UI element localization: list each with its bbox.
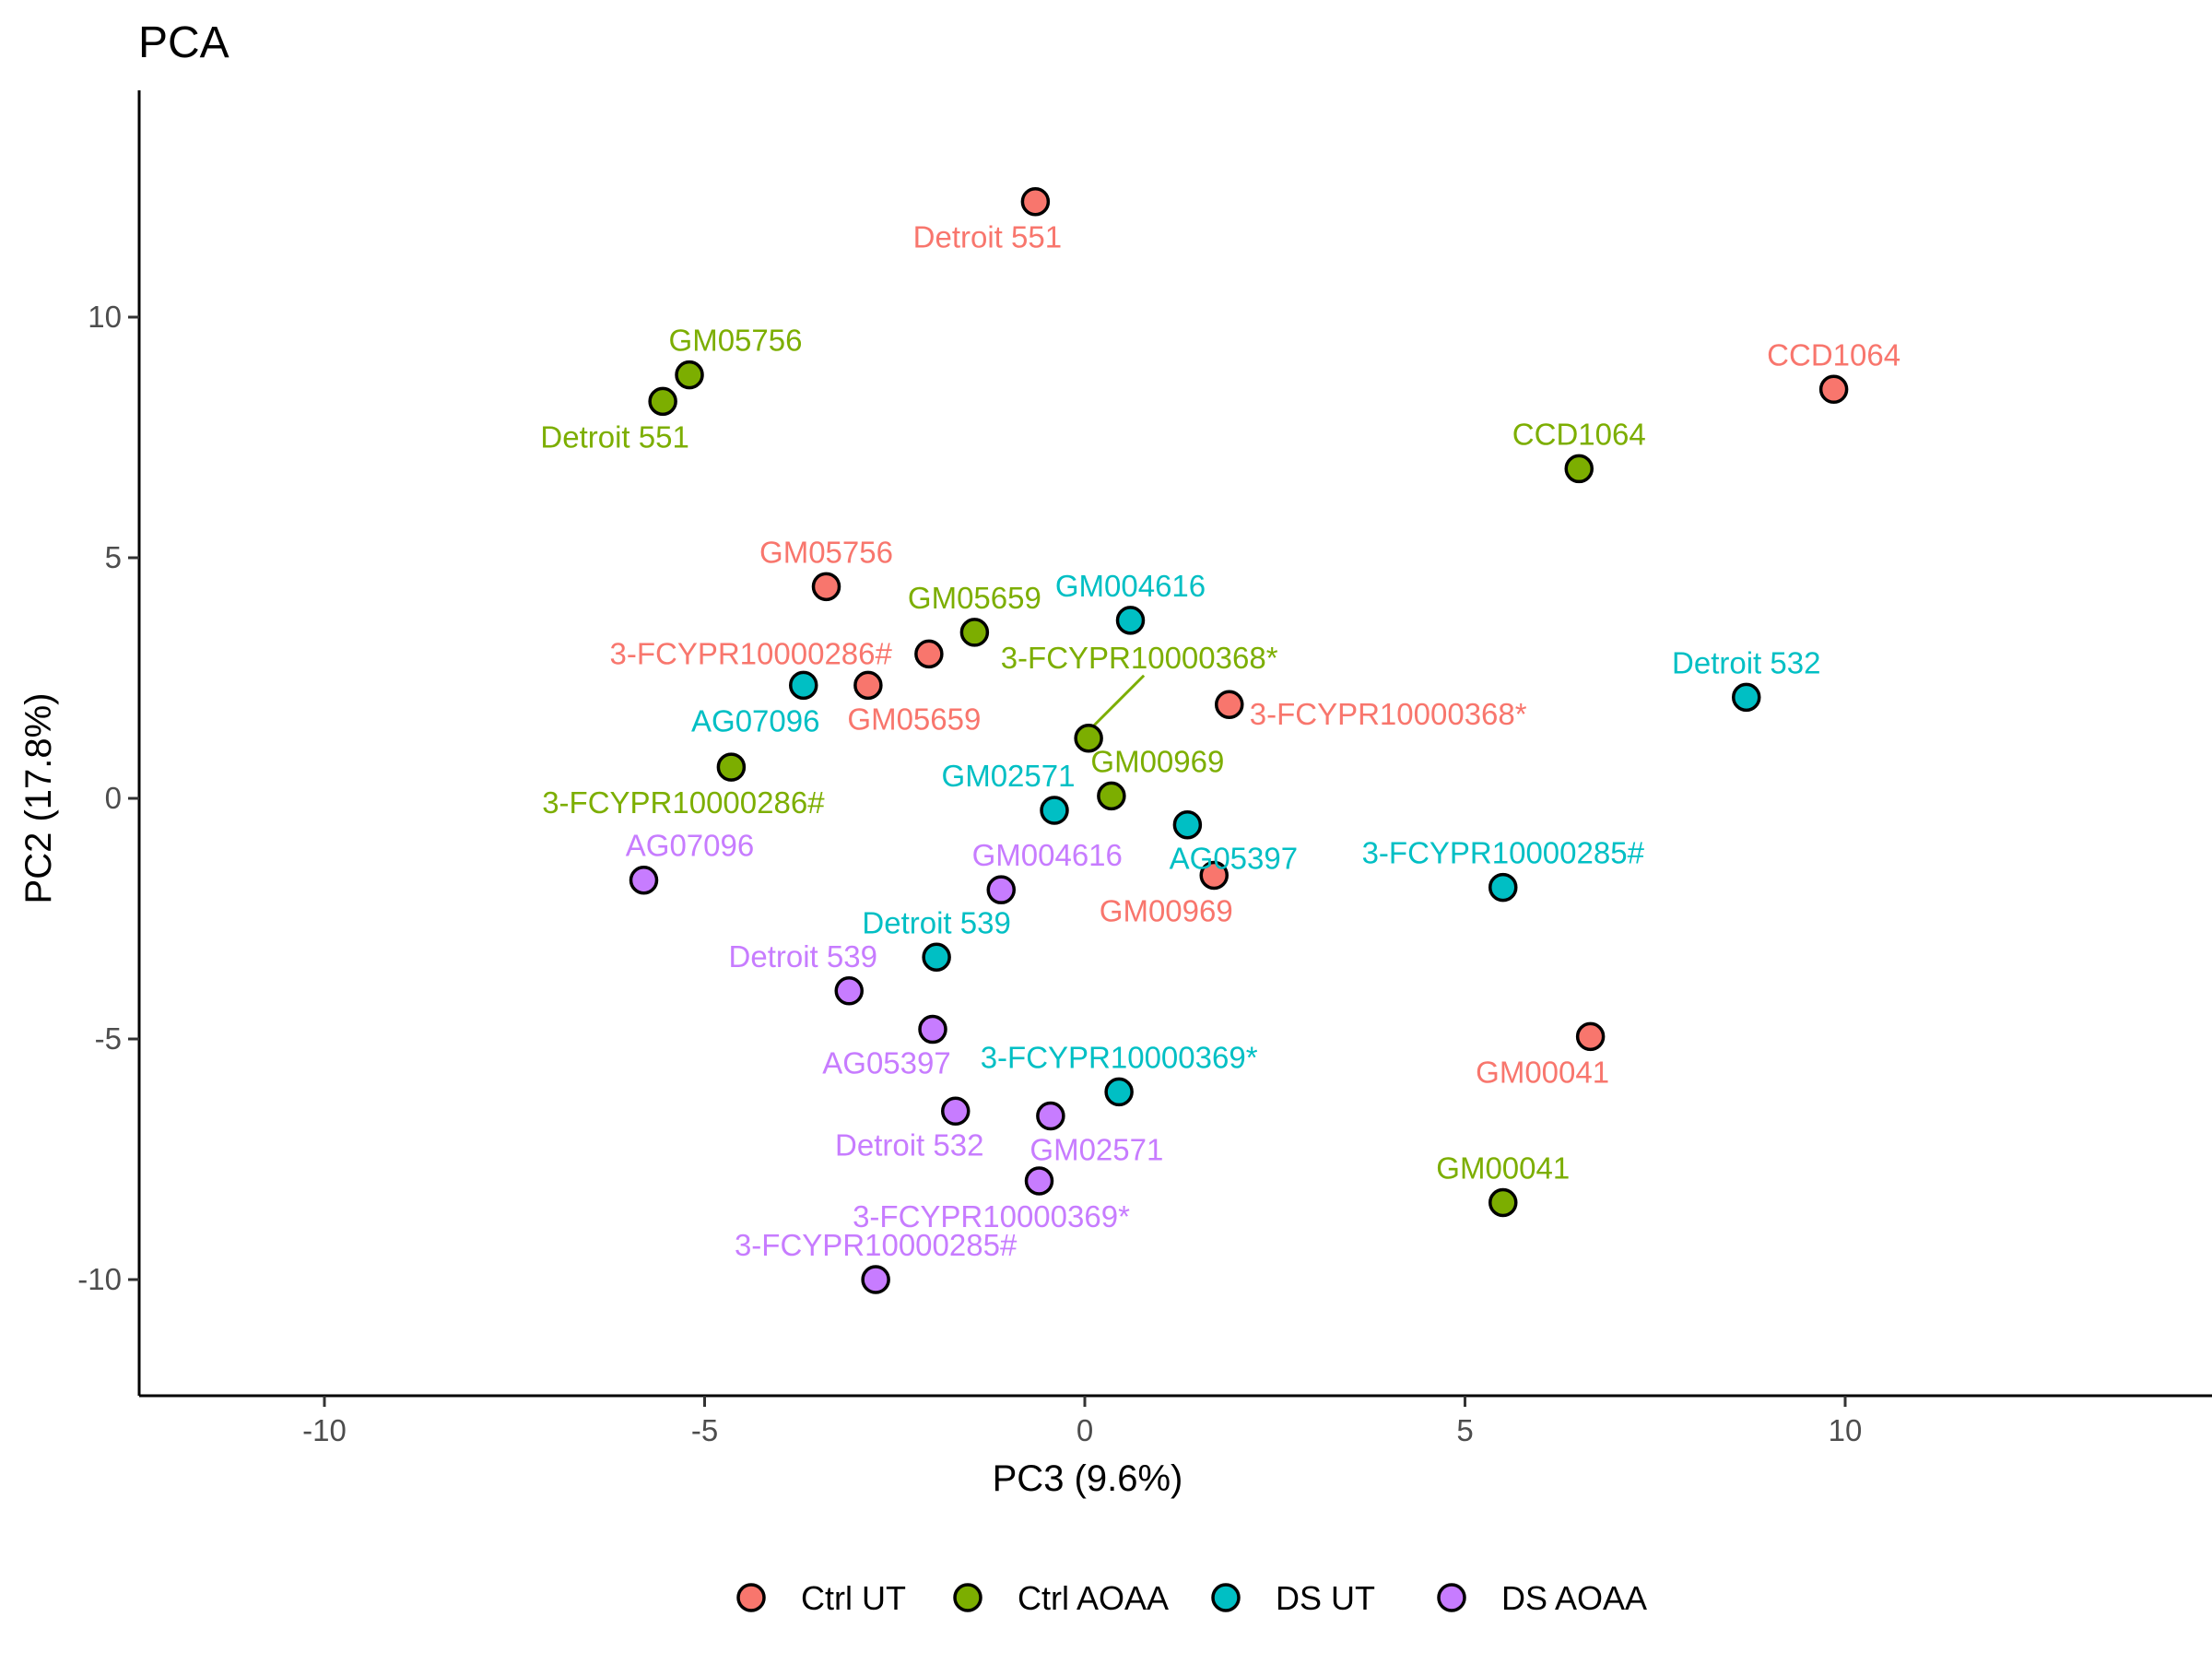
point-label: GM00969 [1090,744,1224,778]
point-label: GM05659 [847,702,981,736]
x-tick-label: 0 [1077,1413,1093,1447]
data-point [922,942,951,973]
legend-marker [1437,1583,1466,1612]
point-label: GM00969 [1100,894,1233,928]
legend-marker [1211,1583,1241,1612]
data-point [629,865,659,895]
point-label: GM05659 [908,581,1041,615]
data-point [834,976,864,1006]
x-tick-label: -5 [691,1413,718,1447]
point-label: 3-FCYPR10000285# [735,1228,1018,1262]
x-tick-label: 10 [1829,1413,1863,1447]
y-tick-label: -5 [95,1021,122,1056]
data-point [941,1096,971,1127]
y-axis-title: PC2 (17.8%) [18,693,59,904]
point-label: AG05397 [1170,842,1298,876]
data-point [1115,606,1146,635]
point-label: GM004616 [972,838,1123,872]
point-label: GM004616 [1055,569,1206,603]
point-label: 3-FCYPR10000369* [853,1199,1130,1233]
data-point [1199,860,1229,891]
point-label: Detroit 539 [862,905,1010,939]
data-point [1020,186,1051,217]
point-label: GM05756 [669,324,803,358]
point-label: 3-FCYPR10000369* [981,1040,1258,1074]
x-tick-label: -10 [302,1413,347,1447]
y-ticks: -10 -5 0 5 10 [77,300,139,1296]
point-label: 3-FCYPR10000286# [542,785,825,820]
data-point [716,752,747,782]
point-label: AG05397 [822,1046,950,1080]
data-point [914,639,944,669]
data-point [1732,682,1761,713]
y-tick-label: 10 [88,300,122,334]
data-point [1215,690,1244,719]
data-point [1024,1166,1054,1196]
point-label: 3-FCYPR10000286# [610,636,893,670]
data-point [853,670,883,701]
label-connectors [1093,674,1146,726]
y-tick-label: 5 [105,540,122,574]
point-label: Detroit 539 [729,939,877,974]
data-point [1564,454,1594,484]
legend: Ctrl UT Ctrl AOAA DS UT DS AOAA [736,1579,1647,1617]
x-axis-title: PC3 (9.6%) [993,1458,1183,1499]
data-point [1036,1101,1065,1131]
chart-title: PCA [138,18,229,67]
data-point [1104,1077,1134,1107]
point-label: Detroit 551 [913,220,1062,254]
point-label: Detroit 532 [1672,645,1820,679]
data-point [861,1265,890,1294]
data-point [1172,809,1203,840]
y-tick-label: -10 [77,1262,122,1296]
x-ticks: -10 -5 0 5 10 [302,1396,1862,1447]
y-tick-label: 0 [105,781,122,815]
data-point [1074,724,1103,753]
x-tick-label: 5 [1456,1413,1473,1447]
data-point [1488,1187,1518,1218]
point-label: GM00041 [1476,1055,1609,1089]
data-point [918,1014,947,1044]
data-point [1818,374,1849,405]
data-point [986,875,1016,904]
point-label: Detroit 532 [835,1127,983,1162]
point-label: 3-FCYPR10000368* [1001,641,1278,675]
point-label: 3-FCYPR10000368* [1250,697,1527,731]
point-label: AG07096 [691,703,819,738]
point-labels: Detroit 551 CCD1064 GM05756 3-FCYPR10000286… [540,220,1900,1262]
legend-marker [953,1583,982,1612]
data-point [1488,872,1518,903]
point-label: CCD1064 [1512,417,1646,451]
data-point [1575,1021,1606,1052]
data-point [1097,781,1126,811]
point-label: Detroit 551 [540,419,688,454]
point-label: GM00041 [1436,1151,1570,1185]
data-point [675,360,704,390]
point-label: GM02571 [1030,1133,1163,1167]
legend-label: DS UT [1276,1579,1375,1617]
point-label: CCD1064 [1767,337,1900,372]
legend-marker [736,1583,766,1612]
data-points [629,186,1849,1294]
legend-label: Ctrl UT [801,1579,906,1617]
point-label: GM05756 [759,535,893,569]
data-point [789,670,818,701]
data-point [959,618,990,647]
data-point [648,386,677,417]
point-label: GM02571 [942,759,1076,793]
data-point [811,572,841,602]
data-point [1040,796,1069,825]
point-label: AG07096 [626,829,754,863]
point-label: 3-FCYPR10000285# [1362,836,1645,870]
label-connector-line [1093,674,1146,726]
legend-label: Ctrl AOAA [1018,1579,1169,1617]
legend-label: DS AOAA [1501,1579,1647,1617]
